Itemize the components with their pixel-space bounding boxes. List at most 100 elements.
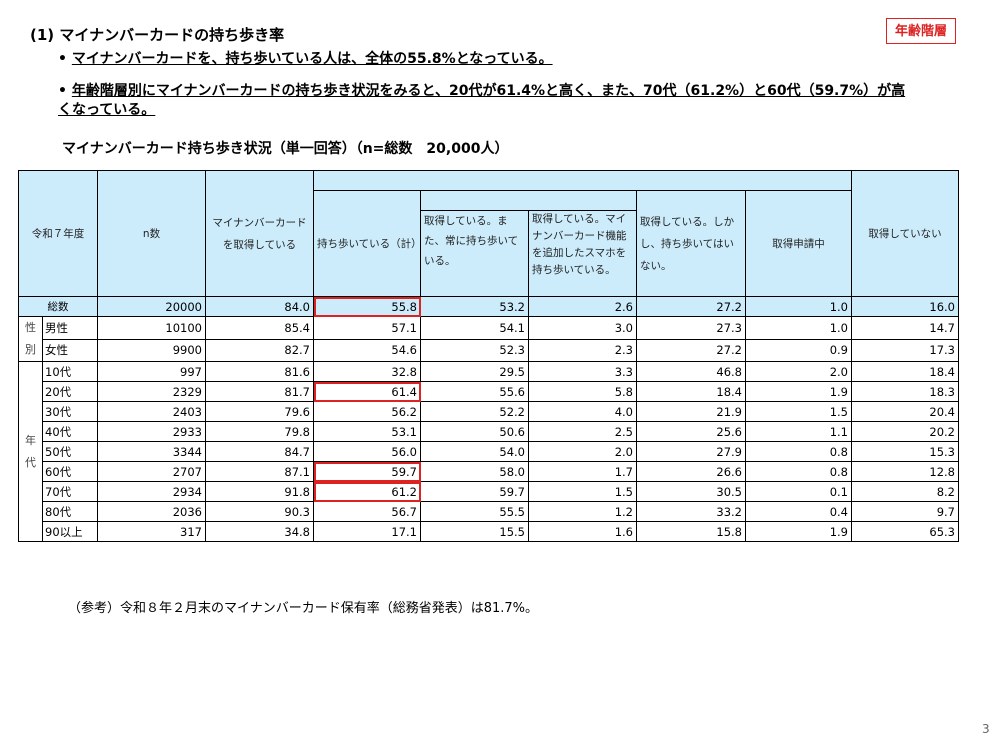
header-cell: 取得している。また、常に持ち歩いている。	[420, 210, 529, 297]
value-cell: 2329	[97, 381, 206, 402]
row-label: 40代	[42, 421, 98, 442]
value-cell: 20.2	[851, 421, 959, 442]
value-cell: 53.1	[313, 421, 421, 442]
value-cell: 27.9	[636, 441, 746, 462]
value-cell: 58.0	[420, 461, 529, 482]
row: 年代 10代 997 81.6 32.8 29.5 3.3 46.8 2.0 18.4	[18, 361, 959, 542]
value-cell: 27.3	[636, 316, 746, 340]
row-label: 10代	[42, 361, 98, 382]
value-cell: 2403	[97, 401, 206, 422]
value-cell: 27.2	[636, 296, 746, 317]
value-cell: 54.6	[313, 338, 421, 362]
value-cell: 56.2	[313, 401, 421, 422]
value-cell: 84.7	[205, 441, 314, 462]
row: 50代 3344 84.7 56.0 54.0 2.0 27.9 0.8 15.3	[19, 441, 959, 462]
value-cell: 1.2	[528, 501, 637, 522]
value-cell: 12.8	[851, 461, 959, 482]
row: 女性 9900 82.7 54.6 52.3 2.3 27.2 0.9 17.3	[19, 338, 959, 362]
value-cell: 81.7	[205, 381, 314, 402]
value-cell: 3.0	[528, 316, 637, 340]
value-cell: 79.6	[205, 401, 314, 422]
row-label: 80代	[42, 501, 98, 522]
table: 令和７年度 n数 マイナンバーカードを取得している 取得していない 持ち歩いてい…	[18, 170, 959, 542]
value-cell: 1.0	[745, 296, 852, 317]
value-cell: 1.7	[528, 461, 637, 482]
value-cell: 9.7	[851, 501, 959, 522]
row-label: 50代	[42, 441, 98, 462]
value-cell: 317	[97, 521, 206, 542]
header-cell: 取得している。マイナンバーカード機能を追加したスマホを持ち歩いている。	[528, 210, 637, 297]
value-cell: 29.5	[420, 361, 529, 382]
value-cell: 55.6	[420, 381, 529, 402]
value-cell: 8.2	[851, 481, 959, 502]
value-cell: 56.7	[313, 501, 421, 522]
value-cell: 2.6	[528, 296, 637, 317]
page-number: 3	[982, 722, 990, 736]
value-cell: 46.8	[636, 361, 746, 382]
header-cell: 取得申請中	[745, 190, 852, 297]
value-cell: 2707	[97, 461, 206, 482]
value-cell: 59.7	[313, 461, 421, 482]
value-cell: 82.7	[205, 338, 314, 362]
value-cell: 1.1	[745, 421, 852, 442]
value-cell: 26.6	[636, 461, 746, 482]
value-cell: 61.2	[313, 481, 421, 502]
value-cell: 53.2	[420, 296, 529, 317]
value-cell: 15.5	[420, 521, 529, 542]
row: 30代 2403 79.6 56.2 52.2 4.0 21.9 1.5 20.4	[19, 401, 959, 422]
row: 総数 20000 84.0 55.8 53.2 2.6 27.2 1.0 16.0	[18, 296, 959, 317]
header-cell: 令和７年度	[18, 170, 98, 297]
value-cell: 52.2	[420, 401, 529, 422]
value-cell: 2036	[97, 501, 206, 522]
tag: 年齢階層	[886, 18, 956, 44]
value-cell: 0.8	[745, 441, 852, 462]
header-cell: 取得していない	[851, 170, 959, 297]
value-cell: 33.2	[636, 501, 746, 522]
value-cell: 0.1	[745, 481, 852, 502]
value-cell: 65.3	[851, 521, 959, 542]
row-label: 女性	[42, 338, 98, 362]
value-cell: 79.8	[205, 421, 314, 442]
row-label: 30代	[42, 401, 98, 422]
value-cell: 21.9	[636, 401, 746, 422]
value-cell: 20.4	[851, 401, 959, 422]
value-cell: 1.6	[528, 521, 637, 542]
value-cell: 30.5	[636, 481, 746, 502]
value-cell: 81.6	[205, 361, 314, 382]
value-cell: 20000	[97, 296, 206, 317]
value-cell: 2.0	[745, 361, 852, 382]
header-blank	[420, 190, 637, 211]
value-cell: 55.8	[313, 296, 421, 317]
row: 性別 男性 10100 85.4 57.1 54.1 3.0 27.3 1.0 14.7	[18, 316, 959, 362]
value-cell: 18.3	[851, 381, 959, 402]
row: 20代 2329 81.7 61.4 55.6 5.8 18.4 1.9 18.3	[19, 381, 959, 402]
value-cell: 1.5	[528, 481, 637, 502]
value-cell: 15.3	[851, 441, 959, 462]
value-cell: 5.8	[528, 381, 637, 402]
value-cell: 61.4	[313, 381, 421, 402]
value-cell: 85.4	[205, 316, 314, 340]
value-cell: 2.5	[528, 421, 637, 442]
value-cell: 50.6	[420, 421, 529, 442]
heading: (1) マイナンバーカードの持ち歩き率	[30, 26, 285, 44]
value-cell: 59.7	[420, 481, 529, 502]
value-cell: 4.0	[528, 401, 637, 422]
value-cell: 997	[97, 361, 206, 382]
header-cell: n数	[97, 170, 206, 297]
group-label: 年代	[18, 361, 43, 542]
group-label: 性別	[18, 316, 43, 362]
bullet-text: 年齢階層別にマイナンバーカードの持ち歩き状況をみると、20代が61.4%と高く、…	[58, 83, 906, 118]
row-label: 70代	[42, 481, 98, 502]
value-cell: 2.0	[528, 441, 637, 462]
value-cell: 3.3	[528, 361, 637, 382]
row: 60代 2707 87.1 59.7 58.0 1.7 26.6 0.8 12.8	[19, 461, 959, 482]
value-cell: 14.7	[851, 316, 959, 340]
header-cell: 取得している。しかし、持ち歩いてはいない。	[636, 190, 746, 297]
header-blank	[313, 170, 852, 191]
table-title: マイナンバーカード持ち歩き状況（単一回答）（n=総数 20,000人）	[62, 141, 509, 157]
value-cell: 10100	[97, 316, 206, 340]
row-label: 総数	[18, 296, 98, 317]
value-cell: 34.8	[205, 521, 314, 542]
note: （参考）令和８年２月末のマイナンバーカード保有率（総務省発表）は81.7%。	[68, 601, 539, 616]
value-cell: 25.6	[636, 421, 746, 442]
